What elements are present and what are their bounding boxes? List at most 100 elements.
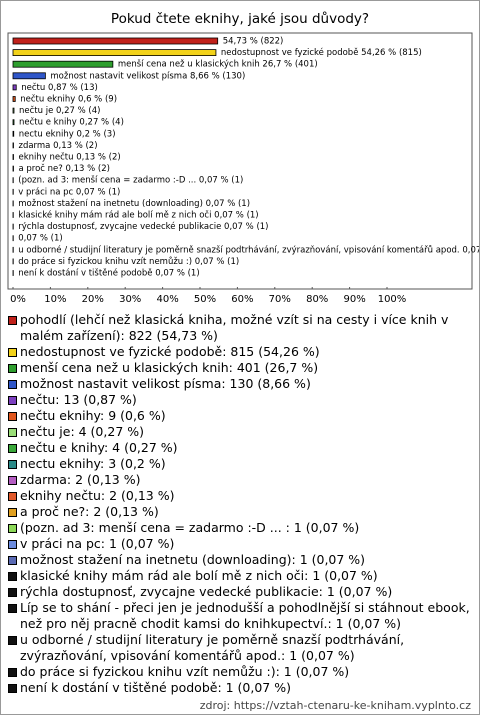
x-tick-label: 100%: [378, 294, 407, 305]
x-tick-label: 0%: [10, 294, 26, 305]
legend-swatch: [8, 316, 17, 325]
chart-title: Pokud čtete eknihy, jaké jsou důvody?: [110, 11, 370, 27]
legend-label: zdarma: 2 (0,13 %): [20, 472, 141, 487]
bar-label: u odborné / studijní literatury je poměr…: [18, 244, 479, 255]
x-tick-label: 60%: [231, 294, 253, 305]
legend-swatch: [8, 556, 17, 565]
legend-item: nečtu e knihy: 4 (0,27 %): [7, 440, 473, 456]
x-tick-label: 70%: [269, 294, 291, 305]
legend-label: není k dostání v tištěné podobě: 1 (0,07…: [20, 680, 291, 695]
bar-label: menší cena než u klasických knih 26,7 % …: [118, 59, 318, 70]
legend-label: nedostupnost ve fyzické podobě: 815 (54,…: [20, 344, 320, 359]
bar-label: nectu eknihy 0,2 % (3): [19, 129, 116, 139]
legend-item: klasické knihy mám rád ale bolí mě z nic…: [7, 568, 473, 584]
bar: [12, 49, 217, 56]
legend-swatch: [8, 348, 17, 357]
bar-label: 0,07 % (1): [18, 234, 62, 244]
legend-label: v práci na pc: 1 (0,07 %): [20, 536, 175, 551]
legend-swatch: [8, 396, 17, 405]
bar: [12, 84, 17, 91]
legend-swatch: [8, 636, 17, 645]
legend-label: klasické knihy mám rád ale bolí mě z nic…: [20, 568, 378, 583]
bar: [12, 60, 114, 68]
bar-label: nedostupnost ve fyzické podobě 54,26 % (…: [221, 47, 422, 58]
legend-swatch: [8, 444, 17, 453]
legend-label: u odborné / studijní literatury je poměr…: [20, 632, 405, 663]
legend-item: nedostupnost ve fyzické podobě: 815 (54,…: [7, 344, 473, 360]
legend-swatch: [8, 508, 17, 517]
x-tick-label: 80%: [306, 294, 328, 305]
bar-label: nečtu 0,87 % (13): [21, 82, 98, 93]
legend-swatch: [8, 428, 17, 437]
legend-swatch: [8, 380, 17, 389]
legend-swatch: [8, 668, 17, 677]
legend-swatch: [8, 364, 17, 373]
legend-item: není k dostání v tištěné podobě: 1 (0,07…: [7, 680, 473, 696]
bar-label: nečtu je 0,27 % (4): [19, 105, 100, 116]
legend-item: u odborné / studijní literatury je poměr…: [7, 632, 473, 664]
legend-item: (pozn. ad 3: menší cena = zadarmo :-D ..…: [7, 520, 473, 536]
x-tick-label: 40%: [156, 294, 178, 305]
bar: [12, 37, 219, 45]
legend-swatch: [8, 684, 17, 693]
bar-label: eknihy nečtu 0,13 % (2): [18, 152, 120, 163]
bar: [12, 96, 16, 102]
x-tick-label: 90%: [343, 294, 365, 305]
legend-label: Líp se to shání - přeci jen je jednodušš…: [20, 600, 470, 631]
bar-label: do práce si fyzickou knihu vzít nemůžu :…: [18, 256, 239, 267]
legend-label: menší cena než u klasických knih: 401 (2…: [20, 360, 319, 375]
bar-label: nečtu e knihy 0,27 % (4): [19, 117, 124, 128]
legend-item: možnost stažení na inetnetu (downloading…: [7, 552, 473, 568]
legend-label: nečtu eknihy: 9 (0,6 %): [20, 408, 166, 423]
bar-label: možnost stažení na inetnetu (downloading…: [18, 199, 250, 209]
legend-label: možnost nastavit velikost písma: 130 (8,…: [20, 376, 311, 391]
chart: 0% 10% 20% 30% 40% 50% 60% 70% 80% 90% 100% 54,73 %…: [7, 32, 479, 305]
bar-label: (pozn. ad 3: menší cena = zadarmo :-D ..…: [18, 175, 243, 186]
legend-label: nečtu je: 4 (0,27 %): [20, 424, 144, 439]
legend-label: do práce si fyzickou knihu vzít nemůžu :…: [20, 664, 350, 679]
bar-label: rýchla dostupnosť, zvycajne vedecké publ…: [18, 221, 268, 232]
bar: [12, 107, 15, 114]
x-tick-label: 10%: [44, 294, 66, 305]
legend-swatch: [8, 588, 17, 597]
legend-swatch: [8, 524, 17, 533]
legend-label: rýchla dostupnosť, zvycajne vedecké publ…: [20, 584, 393, 599]
bar: [12, 119, 15, 126]
legend-label: nečtu e knihy: 4 (0,27 %): [20, 440, 178, 455]
x-tick-label: 50%: [194, 294, 216, 305]
legend-item: menší cena než u klasických knih: 401 (2…: [7, 360, 473, 376]
bar-label: klasické knihy mám rád ale bolí mě z nic…: [18, 210, 258, 221]
legend-item: eknihy nečtu: 2 (0,13 %): [7, 488, 473, 504]
x-tick-label: 20%: [82, 294, 104, 305]
bar-label: není k dostání v tištěné podobě 0,07 % (…: [18, 268, 199, 279]
legend-label: eknihy nečtu: 2 (0,13 %): [20, 488, 175, 503]
legend-item: možnost nastavit velikost písma: 130 (8,…: [7, 376, 473, 392]
legend-item: nečtu eknihy: 9 (0,6 %): [7, 408, 473, 424]
legend-label: a proč ne?: 2 (0,13 %): [20, 504, 159, 519]
legend-label: nectu eknihy: 3 (0,2 %): [20, 456, 166, 471]
bar-label: 54,73 % (822): [223, 37, 284, 47]
legend-label: (pozn. ad 3: menší cena = zadarmo :-D ..…: [20, 520, 360, 535]
legend-swatch: [8, 572, 17, 581]
x-tick-label: 30%: [119, 294, 141, 305]
legend-label: nečtu: 13 (0,87 %): [20, 392, 137, 407]
legend-swatch: [8, 460, 17, 469]
legend-label: pohodlí (lehčí než klasická kniha, možné…: [20, 312, 449, 343]
legend-item: pohodlí (lehčí než klasická kniha, možné…: [7, 312, 473, 344]
legend-item: rýchla dostupnosť, zvycajne vedecké publ…: [7, 584, 473, 600]
legend-swatch: [8, 492, 17, 501]
bar: [12, 72, 46, 80]
plot-frame: [7, 32, 473, 290]
legend: pohodlí (lehčí než klasická kniha, možné…: [7, 312, 473, 696]
bar: [12, 130, 15, 137]
legend-item: nečtu je: 4 (0,27 %): [7, 424, 473, 440]
legend-item: zdarma: 2 (0,13 %): [7, 472, 473, 488]
bar-label: zdarma 0,13 % (2): [18, 141, 97, 151]
legend-swatch: [8, 476, 17, 485]
legend-item: a proč ne?: 2 (0,13 %): [7, 504, 473, 520]
bar-label: a proč ne? 0,13 % (2): [18, 163, 109, 174]
legend-label: možnost stažení na inetnetu (downloading…: [20, 552, 366, 567]
bar-label: možnost nastavit velikost písma 8,66 % (…: [50, 71, 245, 81]
legend-swatch: [8, 412, 17, 421]
